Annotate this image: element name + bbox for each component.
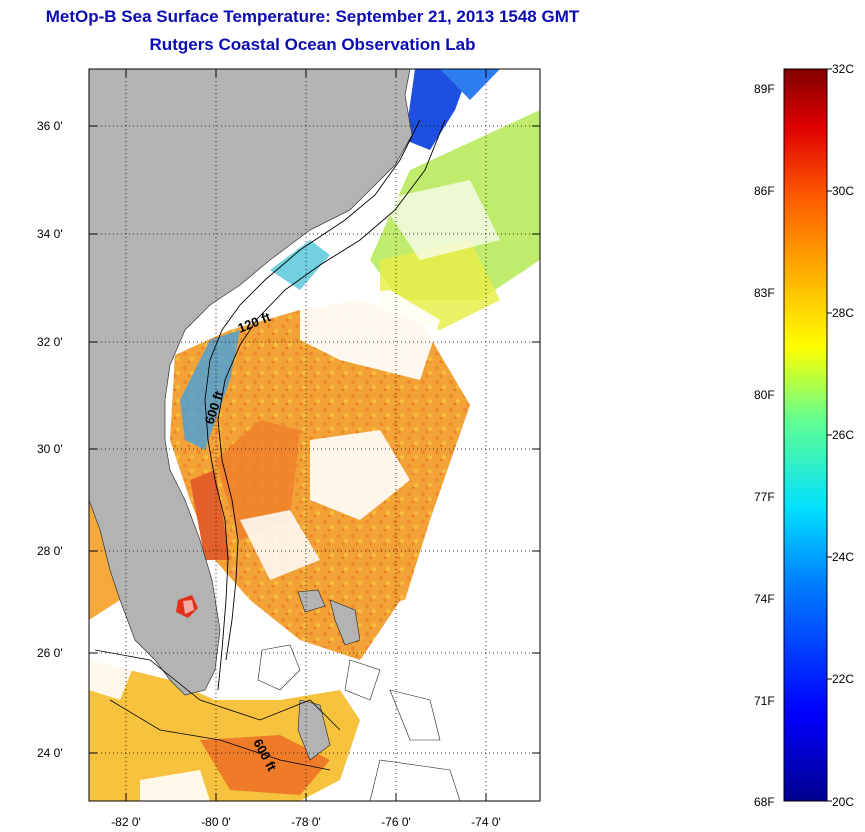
colorbar-c-30: 30C [832,184,854,198]
contour-600ft [217,119,446,661]
lat-label-36: 36 0' [37,119,63,133]
cloud-region [300,290,440,380]
lon-label-78: -78 0' [291,815,321,829]
colorbar-c-26: 26C [832,428,854,442]
lon-label-76: -76 0' [381,815,411,829]
lat-label-34: 34 0' [37,227,63,241]
lon-label-74: -74 0' [471,815,501,829]
map-border [88,68,541,802]
colorbar-c-28: 28C [832,306,854,320]
colorbar-c-32: 32C [832,62,854,76]
lat-label-30: 30 0' [37,442,63,456]
colorbar-f-80: 80F [754,388,775,402]
colorbar-f-68: 68F [754,795,775,809]
colorbar-c-24: 24C [832,550,854,564]
sst-field [89,69,540,801]
colorbar-f-74: 74F [754,592,775,606]
colorbar-f-89: 89F [754,82,775,96]
lon-label-82: -82 0' [111,815,141,829]
colorbar-c-20: 20C [832,795,854,809]
colorbar-f-83: 83F [754,286,775,300]
colorbar-c-22: 22C [832,672,854,686]
lat-label-24: 24 0' [37,746,63,760]
colorbar-f-77: 77F [754,490,775,504]
lat-label-26: 26 0' [37,646,63,660]
lat-label-28: 28 0' [37,544,63,558]
colorbar [783,68,828,802]
colorbar-f-71: 71F [754,694,775,708]
map-title: MetOp-B Sea Surface Temperature: Septemb… [45,7,580,26]
contour-120ft [204,119,421,691]
land-mass [89,69,413,696]
sst-cold-region [405,69,470,150]
lat-label-32: 32 0' [37,335,63,349]
colorbar-f-86: 86F [754,184,775,198]
map-subtitle: Rutgers Coastal Ocean Observation Lab [149,35,476,54]
lon-label-80: -80 0' [201,815,231,829]
